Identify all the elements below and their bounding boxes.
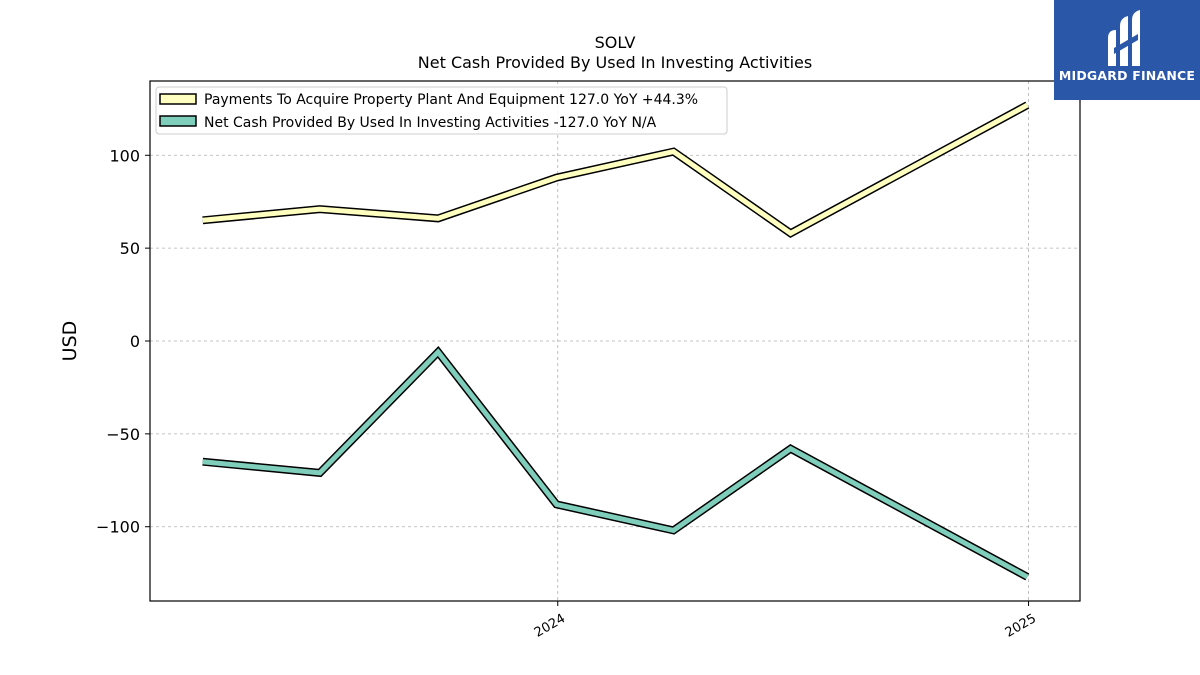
legend-label-capex: Payments To Acquire Property Plant And E… [204,92,698,108]
chart-subtitle: Net Cash Provided By Used In Investing A… [418,53,812,72]
chart-title: SOLV [595,33,636,52]
legend-swatch-investing [159,115,197,127]
legend-box [155,86,728,135]
series-line-1 [202,348,1029,580]
y-tick-label: 0 [130,332,140,351]
series-lines [202,101,1030,581]
y-tick-label: −50 [106,425,140,444]
brand-name: MIDGARD FINANCE [1058,68,1196,83]
y-tick-label: 50 [120,239,140,258]
x-tick-label: 2024 [532,611,568,641]
y-tick-label: 100 [109,146,140,165]
legend-swatch-capex [159,93,197,105]
y-tick-label: −100 [96,518,140,537]
legend: Payments To Acquire Property Plant And E… [155,86,728,135]
grid [150,81,1080,601]
legend-label-investing: Net Cash Provided By Used In Investing A… [204,115,657,131]
y-axis-label: USD [59,321,81,362]
brand-logo: MIDGARD FINANCE [1054,0,1200,100]
x-tick-label: 2025 [1003,611,1039,641]
series-line-0 [202,102,1029,237]
midgard-logo-icon [1108,10,1140,66]
